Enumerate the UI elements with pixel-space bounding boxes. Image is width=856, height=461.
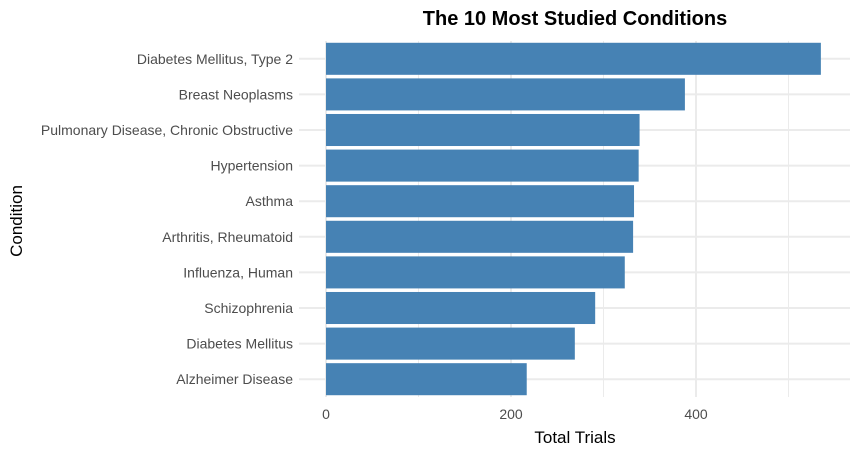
x-tick-label: 400 (684, 406, 708, 422)
bar (326, 256, 625, 289)
bar (326, 113, 640, 147)
bar-layer (326, 42, 821, 396)
y-axis-title: Condition (7, 185, 26, 257)
bar (326, 291, 596, 325)
y-tick-label: Schizophrenia (204, 300, 293, 316)
y-tick-label: Diabetes Mellitus, Type 2 (137, 51, 293, 67)
y-tick-label: Breast Neoplasms (179, 86, 293, 102)
bar (326, 220, 634, 253)
x-axis-title: Total Trials (534, 428, 615, 447)
y-tick-label: Asthma (246, 193, 294, 209)
y-tick-label: Diabetes Mellitus (186, 336, 293, 352)
bar (326, 327, 575, 360)
x-tick-label: 200 (499, 406, 523, 422)
y-tick-label: Pulmonary Disease, Chronic Obstructive (41, 122, 293, 138)
y-tick-label: Influenza, Human (183, 264, 293, 280)
y-tick-labels: Diabetes Mellitus, Type 2 Breast Neoplasm… (41, 51, 293, 387)
chart-title: The 10 Most Studied Conditions (423, 8, 727, 30)
y-tick-label: Alzheimer Disease (176, 371, 293, 387)
x-tick-labels: 0 200 400 (322, 406, 708, 422)
x-tick-label: 0 (322, 406, 330, 422)
y-tick-label: Arthritis, Rheumatoid (162, 229, 293, 245)
bar (326, 363, 527, 396)
y-tick-label: Hypertension (211, 158, 294, 174)
bar (326, 42, 821, 75)
bar (326, 185, 635, 218)
bar (326, 78, 685, 111)
bar (326, 149, 639, 182)
